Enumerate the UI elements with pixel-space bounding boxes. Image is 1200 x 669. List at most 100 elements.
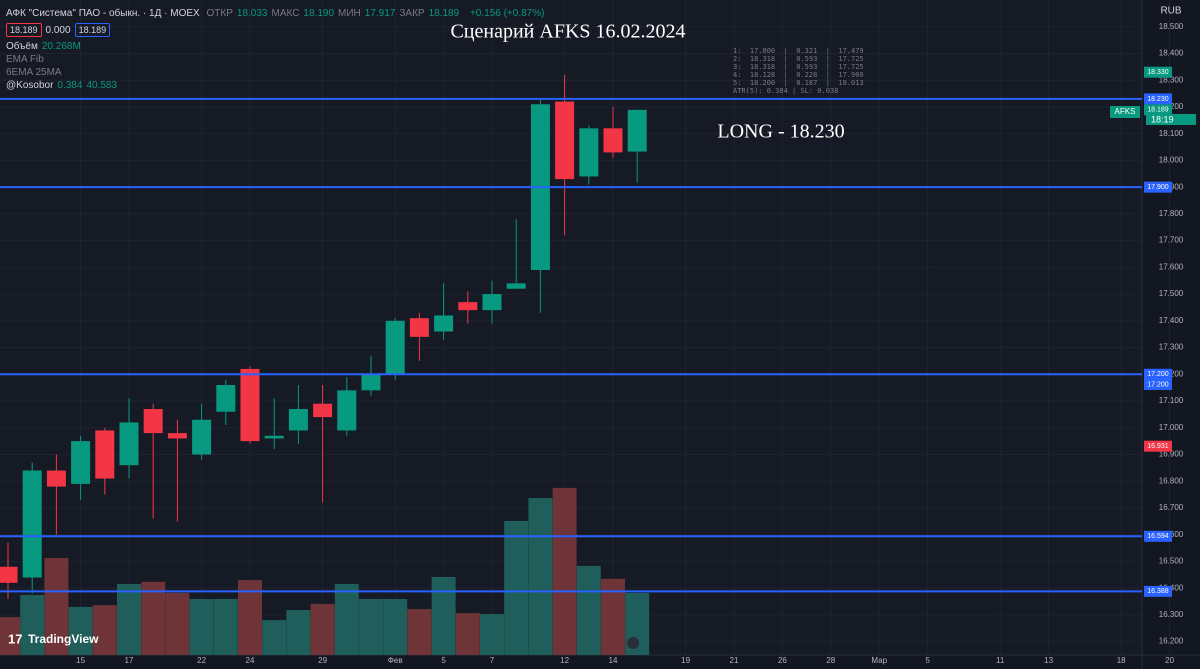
volume-bar [528, 497, 553, 655]
level-label-bg [1144, 368, 1172, 380]
volume-bar [431, 576, 456, 655]
indicator-text: 40.583 [86, 80, 118, 91]
y-tick-label: 17.300 [1159, 343, 1184, 352]
volume-bar [165, 592, 190, 655]
y-tick-label: 18.500 [1159, 22, 1184, 31]
candle-body [313, 403, 333, 418]
level-label-bg [1144, 585, 1172, 597]
candle-body [361, 374, 381, 391]
y-tick-label: 18.100 [1159, 129, 1184, 138]
x-tick-label: 7 [490, 656, 495, 665]
volume-bar [576, 565, 601, 655]
candle-body [337, 390, 357, 431]
ohlc-value: 18.033 [236, 8, 268, 19]
candle-body [434, 315, 454, 332]
volume-bar [141, 581, 166, 655]
level-label-bg [1144, 181, 1172, 193]
info: 1: 17.800 | 0.321 | 17.479 2: 18.318 | 0.… [733, 47, 864, 95]
price-label-bg [1144, 104, 1172, 116]
candle-body [458, 302, 478, 311]
ohlc-value: 17.917 [364, 8, 396, 19]
currency: RUB [1160, 6, 1181, 17]
y-tick-label: 17.000 [1159, 423, 1184, 432]
volume-bar [213, 598, 238, 655]
x-tick-label: 12 [560, 656, 569, 665]
indicator-text: 6EMA 25MA [6, 67, 62, 78]
volume-bar [383, 598, 408, 655]
x-tick-label: 29 [318, 656, 327, 665]
volume-bar [68, 606, 93, 655]
y-tick-label: 18.300 [1159, 75, 1184, 84]
volume [0, 487, 650, 655]
price-label: 18.330 [1147, 69, 1169, 76]
candle-body [143, 409, 163, 434]
volume-bar [238, 580, 262, 655]
indicator-text: 0.384 [57, 80, 83, 91]
candle-body [192, 419, 212, 455]
y-tick-label: 16.300 [1159, 610, 1184, 619]
ohlc-value: 18.189 [428, 8, 460, 19]
x-tick-label: Фев [388, 656, 403, 665]
indicator-text: Объём [6, 41, 38, 52]
volume-bar [20, 595, 45, 655]
x-tick-label: 5 [925, 656, 930, 665]
y-tick-label: 18.400 [1159, 49, 1184, 58]
indicator: 6EMA 25MA [6, 67, 66, 78]
info-line: 1: 17.800 | 0.321 | 17.479 [733, 47, 864, 55]
info-line: ATR(5): 0.384 | SL: 0.038 [733, 87, 839, 95]
ohlc-name: ЗАКР [399, 8, 425, 19]
volume-bar [407, 609, 432, 655]
x-tick-label: 13 [1044, 656, 1053, 665]
ohlc-value: 18.190 [303, 8, 335, 19]
candle-body [167, 433, 187, 439]
x-tick-label: 19 [681, 656, 690, 665]
level-label: 17.900 [1147, 184, 1169, 191]
icon[interactable] [627, 637, 639, 649]
price-label-bg [1144, 378, 1172, 390]
y-tick-label: 17.800 [1159, 209, 1184, 218]
brand-logo: 17 [8, 631, 22, 646]
price-label: 17.200 [1147, 381, 1169, 388]
indicator: @Kosobor 0.384 40.583 [6, 80, 121, 91]
x-tick-label: 24 [246, 656, 255, 665]
candle-body [603, 128, 623, 153]
candles [0, 74, 647, 599]
candle-body [288, 409, 308, 431]
indicator-text: 20.268M [41, 41, 81, 52]
ohlc: ОТКР 18.033 МАКС 18.190 МИН 17.917 ЗАКР 18.189 [207, 8, 464, 19]
level-label-bg [1144, 93, 1172, 105]
level-label: 16.388 [1147, 588, 1169, 595]
price-label: 16.931 [1147, 443, 1169, 450]
y-tick-label: 17.600 [1159, 262, 1184, 271]
x-tick-label: 14 [609, 656, 618, 665]
y-tick-label: 17.100 [1159, 396, 1184, 405]
volume-bar [552, 487, 577, 655]
x-tick-label: 18 [1117, 656, 1126, 665]
volume-bar [262, 620, 287, 655]
volume-bar [480, 613, 504, 655]
candle-body [409, 318, 429, 337]
indicator: EMA Fib [6, 54, 48, 65]
ohlc-name: ОТКР [206, 8, 233, 19]
y-tick-label: 17.700 [1159, 236, 1184, 245]
candle-body [627, 109, 647, 152]
x-tick-label: 22 [197, 656, 206, 665]
candle-body [506, 283, 526, 289]
candle-body [264, 435, 284, 439]
timer: 18:19 [1151, 114, 1174, 124]
volume-bar [455, 613, 480, 655]
y-tick-label: 16.200 [1159, 637, 1184, 646]
x-tick-label: 26 [778, 656, 787, 665]
candle-body [22, 470, 42, 578]
volume-bar [334, 583, 359, 655]
brand: TradingView [28, 632, 99, 646]
info-line: 3: 18.318 | 0.593 | 17.725 [733, 63, 864, 71]
symbol: АФК "Система" ПАО - обыкн. · 1Д · MOEX [6, 8, 200, 19]
volume-bar [0, 617, 20, 655]
level-label-bg [1144, 530, 1172, 542]
y-tick-label: 17.400 [1159, 316, 1184, 325]
candle-body [46, 470, 66, 487]
candle-body [71, 441, 91, 484]
volume-bar [601, 578, 625, 655]
